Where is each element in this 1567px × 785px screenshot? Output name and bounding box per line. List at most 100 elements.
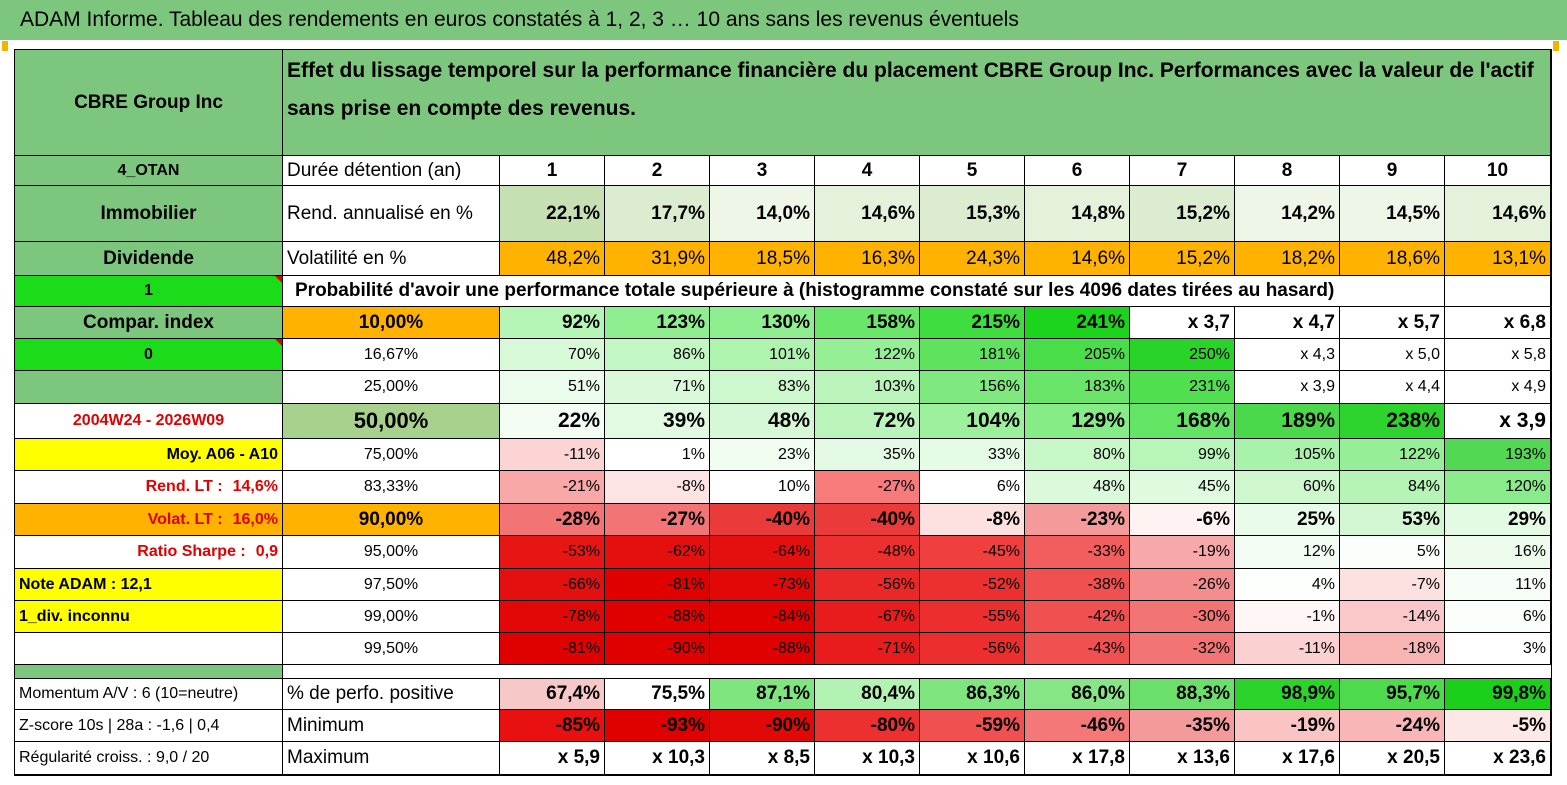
percentile-cell: 105% [1235,439,1340,471]
percentile-cell: 4% [1235,569,1340,601]
positive-share-cell: 98,9% [1235,679,1340,710]
percentile-cell: 22% [500,404,605,439]
positive-share-cell: 67,4% [500,679,605,710]
volatility-cell: 18,5% [710,242,815,276]
percentile-cell: -66% [500,569,605,601]
percentile-cell: 16% [1445,536,1551,569]
percentile-level: 97,50% [283,569,500,601]
percentile-cell: 3% [1445,633,1551,665]
maximum-cell: x 5,9 [500,742,605,775]
percentile-cell: 51% [500,371,605,404]
percentile-cell: 205% [1025,339,1130,371]
average-label: Moy. A06 - A10 [15,439,283,471]
blank-cell [1445,276,1551,307]
percentile-cell: 86% [605,339,710,371]
return-cell: 14,6% [815,186,920,242]
minimum-cell: -35% [1130,710,1235,742]
percentile-cell: 48% [1025,471,1130,504]
percentile-cell: 70% [500,339,605,371]
year-header: 3 [710,156,815,186]
percentile-cell: x 3,9 [1235,371,1340,404]
percentile-cell: 215% [920,307,1025,339]
percentile-cell: -14% [1340,601,1445,633]
percentile-cell: 104% [920,404,1025,439]
maximum-cell: x 13,6 [1130,742,1235,775]
return-cell: 14,6% [1445,186,1551,242]
percentile-cell: x 3,7 [1130,307,1235,339]
percentile-cell: -64% [710,536,815,569]
percentile-cell: -38% [1025,569,1130,601]
volatility-cell: 31,9% [605,242,710,276]
year-header: 7 [1130,156,1235,186]
percentile-cell: 193% [1445,439,1551,471]
return-cell: 14,8% [1025,186,1130,242]
sharpe-ratio-label: Ratio Sharpe : [137,543,246,560]
percentile-cell: 120% [1445,471,1551,504]
percentile-cell: x 5,7 [1340,307,1445,339]
minimum-cell: -59% [920,710,1025,742]
volatility-cell: 14,6% [1025,242,1130,276]
percentile-cell: x 4,7 [1235,307,1340,339]
duration-label: Durée détention (an) [283,156,500,186]
return-cell: 15,3% [920,186,1025,242]
volatility-cell: 13,1% [1445,242,1551,276]
percentile-cell: -11% [1235,633,1340,665]
percentile-cell: -55% [920,601,1025,633]
corner-marker [1553,41,1559,51]
performance-table: CBRE Group Inc Effet du lissage temporel … [14,49,1552,776]
percentile-cell: -71% [815,633,920,665]
blank-row [283,665,1551,679]
long-term-return-value: 14,6% [232,478,278,495]
category-otan: 4_OTAN [15,156,283,186]
volatility-cell: 15,2% [1130,242,1235,276]
volatility-cell: 16,3% [815,242,920,276]
long-term-volatility: Volat. LT : 16,0% [15,504,283,536]
percentile-level: 10,00% [283,307,500,339]
page-title: ADAM Informe. Tableau des rendements en … [0,0,1567,40]
percentile-cell: -81% [500,633,605,665]
company-name: CBRE Group Inc [15,50,283,156]
percentile-level: 83,33% [283,471,500,504]
corner-marker [2,41,8,51]
percentile-cell: 181% [920,339,1025,371]
minimum-cell: -80% [815,710,920,742]
percentile-cell: -40% [815,504,920,536]
selector-1: 1 [15,276,283,307]
percentile-cell: -88% [605,601,710,633]
maximum-cell: x 17,8 [1025,742,1130,775]
volatility-label: Volatilité en % [283,242,500,276]
percentile-cell: 183% [1025,371,1130,404]
percentile-cell: 231% [1130,371,1235,404]
percentile-cell: -8% [920,504,1025,536]
percentile-cell: -81% [605,569,710,601]
minimum-cell: -19% [1235,710,1340,742]
long-term-return: Rend. LT : 14,6% [15,471,283,504]
percentile-cell: 23% [710,439,815,471]
positive-share-cell: 75,5% [605,679,710,710]
adam-score: Note ADAM : 12,1 [15,569,283,601]
year-header: 10 [1445,156,1551,186]
category-sector: Immobilier [15,186,283,242]
percentile-level: 50,00% [283,404,500,439]
percentile-cell: x 3,9 [1445,404,1551,439]
percentile-cell: -27% [815,471,920,504]
percentile-cell: 123% [605,307,710,339]
positive-share-cell: 88,3% [1130,679,1235,710]
long-term-volatility-value: 16,0% [232,510,278,528]
percentile-cell: 168% [1130,404,1235,439]
year-header: 9 [1340,156,1445,186]
return-cell: 14,0% [710,186,815,242]
return-cell: 22,1% [500,186,605,242]
minimum-cell: -90% [710,710,815,742]
percentile-cell: -43% [1025,633,1130,665]
percentile-cell: -30% [1130,601,1235,633]
percentile-cell: -45% [920,536,1025,569]
percentile-cell: -6% [1130,504,1235,536]
percentile-cell: x 5,0 [1340,339,1445,371]
maximum-cell: x 10,3 [605,742,710,775]
percentile-cell: 29% [1445,504,1551,536]
maximum-cell: x 8,5 [710,742,815,775]
maximum-label: Maximum [283,742,500,775]
maximum-cell: x 10,3 [815,742,920,775]
percentile-level: 25,00% [283,371,500,404]
